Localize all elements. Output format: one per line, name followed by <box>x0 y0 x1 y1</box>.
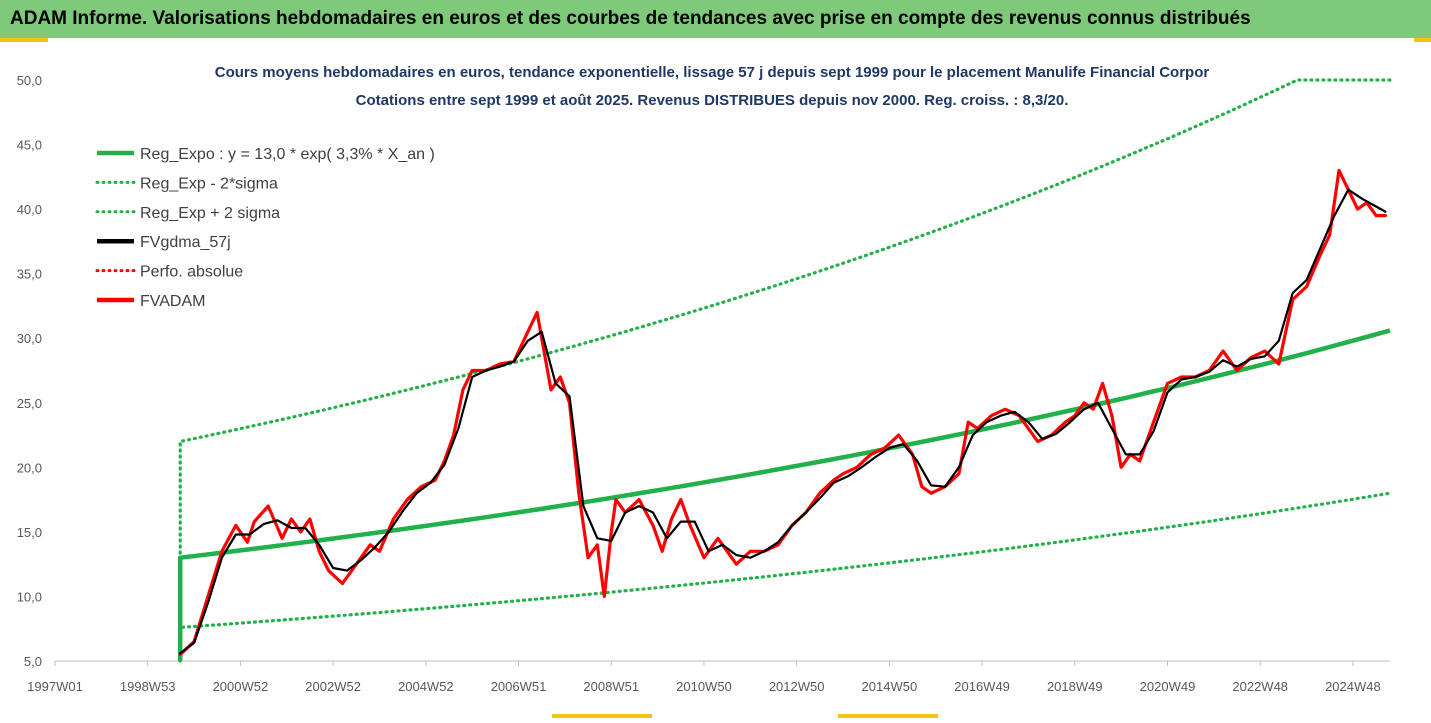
x-tick-label: 2012W50 <box>769 679 825 694</box>
frame-accent-right <box>1414 38 1431 42</box>
x-tick-label: 2016W49 <box>954 679 1010 694</box>
chart-title: Cours moyens hebdomadaires en euros, ten… <box>215 64 1210 81</box>
report-banner: ADAM Informe. Valorisations hebdomadaire… <box>0 0 1431 38</box>
trend-line <box>177 328 1391 661</box>
legend-label: FVgdma_57j <box>140 234 231 251</box>
chart-panel: Cours moyens hebdomadaires en euros, ten… <box>0 38 1431 718</box>
legend-label: Perfo. absolue <box>140 264 243 281</box>
fvadam-line <box>178 168 1387 657</box>
frame-accent-left <box>0 38 48 42</box>
x-tick-label: 2006W51 <box>491 679 547 694</box>
x-tick-label: 1997W01 <box>27 679 83 694</box>
y-tick-label: 40,0 <box>17 202 42 217</box>
x-tick-label: 2008W51 <box>583 679 639 694</box>
x-tick-label: 2010W50 <box>676 679 732 694</box>
frame-accent-bottom-1 <box>552 714 652 718</box>
y-tick-label: 25,0 <box>17 396 42 411</box>
lower-band-line <box>178 491 1392 663</box>
x-tick-label: 2020W49 <box>1140 679 1196 694</box>
report-title: ADAM Informe. Valorisations hebdomadaire… <box>10 8 1251 29</box>
legend-label: Reg_Exp - 2*sigma <box>140 175 278 192</box>
x-tick-label: 2018W49 <box>1047 679 1103 694</box>
y-tick-label: 10,0 <box>17 589 42 604</box>
chart-canvas: Cours moyens hebdomadaires en euros, ten… <box>17 64 1392 694</box>
x-tick-label: 2002W52 <box>305 679 361 694</box>
x-tick-label: 2000W52 <box>213 679 269 694</box>
upper-band-line <box>178 78 1392 663</box>
x-tick-label: 2024W48 <box>1325 679 1381 694</box>
x-tick-label: 1998W53 <box>120 679 176 694</box>
y-tick-label: 30,0 <box>17 331 42 346</box>
x-axis: 1997W01 1998W53 2000W52 2002W52 2004W52 2006W… <box>27 661 1381 694</box>
chart-subtitle: Cotations entre sept 1999 et août 2025. … <box>356 92 1069 109</box>
y-tick-label: 45,0 <box>17 138 42 153</box>
y-tick-label: 35,0 <box>17 267 42 282</box>
x-tick-label: 2014W50 <box>862 679 918 694</box>
legend-label: FVADAM <box>140 293 205 310</box>
y-tick-label: 15,0 <box>17 525 42 540</box>
legend-label: Reg_Exp + 2 sigma <box>140 205 280 222</box>
x-tick-label: 2004W52 <box>398 679 454 694</box>
chart-legend: Reg_Expo : y = 13,0 * exp( 3,3% * X_an )… <box>95 146 435 310</box>
y-tick-label: 5,0 <box>24 654 42 669</box>
plot-series <box>177 78 1392 663</box>
fvgdma-line <box>179 188 1387 655</box>
frame-accent-bottom-2 <box>838 714 938 718</box>
y-tick-label: 50,0 <box>17 73 42 88</box>
x-tick-label: 2022W48 <box>1232 679 1288 694</box>
legend-label: Reg_Expo : y = 13,0 * exp( 3,3% * X_an ) <box>140 146 435 163</box>
y-tick-label: 20,0 <box>17 460 42 475</box>
y-axis: 5,0 10,0 15,0 20,0 25,0 30,0 35,0 40,0 45,0 50,0 <box>17 73 42 669</box>
